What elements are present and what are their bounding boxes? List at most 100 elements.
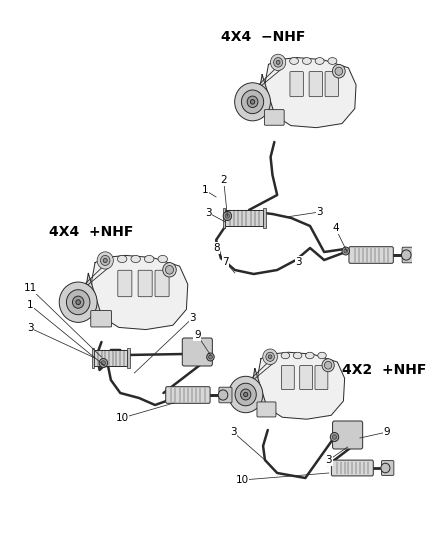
- Circle shape: [341, 247, 349, 255]
- Circle shape: [332, 64, 344, 78]
- Bar: [127, 348, 130, 368]
- FancyBboxPatch shape: [314, 366, 327, 390]
- Circle shape: [72, 296, 84, 308]
- Ellipse shape: [317, 352, 325, 359]
- Polygon shape: [92, 255, 187, 329]
- Text: 3: 3: [189, 313, 195, 323]
- FancyBboxPatch shape: [91, 311, 111, 327]
- Polygon shape: [81, 273, 102, 317]
- Bar: [222, 208, 225, 228]
- Text: 2: 2: [220, 175, 226, 185]
- Ellipse shape: [280, 352, 289, 359]
- FancyBboxPatch shape: [308, 71, 322, 96]
- Text: 3: 3: [229, 427, 236, 437]
- FancyBboxPatch shape: [331, 460, 372, 476]
- FancyBboxPatch shape: [381, 461, 393, 475]
- Circle shape: [265, 352, 274, 361]
- Circle shape: [100, 255, 110, 265]
- Circle shape: [101, 361, 105, 365]
- FancyBboxPatch shape: [264, 110, 283, 125]
- Text: 1: 1: [201, 185, 208, 195]
- Circle shape: [162, 263, 176, 277]
- Text: 1: 1: [27, 300, 33, 310]
- Ellipse shape: [293, 352, 301, 359]
- Circle shape: [225, 214, 229, 218]
- Text: 3: 3: [27, 323, 33, 333]
- Circle shape: [99, 359, 107, 367]
- Bar: [94, 350, 127, 366]
- Text: 3: 3: [315, 207, 322, 217]
- FancyBboxPatch shape: [256, 402, 276, 417]
- FancyBboxPatch shape: [219, 387, 231, 403]
- Polygon shape: [255, 75, 274, 116]
- Circle shape: [76, 300, 80, 305]
- Text: 4: 4: [332, 223, 338, 233]
- FancyBboxPatch shape: [182, 338, 212, 366]
- Ellipse shape: [158, 255, 167, 263]
- Text: 3: 3: [205, 208, 212, 218]
- Circle shape: [273, 58, 282, 67]
- Circle shape: [380, 463, 389, 473]
- Circle shape: [59, 282, 97, 322]
- Circle shape: [240, 389, 250, 400]
- Circle shape: [324, 361, 331, 369]
- FancyBboxPatch shape: [401, 247, 414, 263]
- Bar: [262, 208, 265, 228]
- Text: 7: 7: [222, 257, 228, 267]
- Circle shape: [241, 90, 263, 114]
- Ellipse shape: [327, 58, 336, 64]
- Text: 9: 9: [383, 427, 389, 437]
- Circle shape: [329, 432, 338, 441]
- Ellipse shape: [289, 58, 298, 64]
- Circle shape: [223, 212, 231, 221]
- FancyBboxPatch shape: [348, 247, 392, 263]
- Circle shape: [247, 96, 258, 108]
- Circle shape: [228, 376, 262, 413]
- Polygon shape: [248, 368, 266, 408]
- Circle shape: [66, 290, 90, 314]
- Circle shape: [332, 435, 336, 439]
- Text: 3: 3: [325, 455, 332, 465]
- FancyBboxPatch shape: [138, 270, 152, 297]
- Circle shape: [208, 355, 212, 359]
- Circle shape: [262, 349, 277, 365]
- Ellipse shape: [144, 255, 154, 263]
- FancyBboxPatch shape: [299, 366, 312, 390]
- Circle shape: [334, 67, 342, 75]
- Circle shape: [97, 252, 113, 269]
- Ellipse shape: [305, 352, 313, 359]
- Ellipse shape: [131, 255, 140, 263]
- Circle shape: [270, 54, 285, 70]
- Bar: [225, 210, 262, 226]
- FancyBboxPatch shape: [289, 71, 303, 96]
- Circle shape: [276, 60, 279, 64]
- Ellipse shape: [117, 255, 127, 263]
- Text: 4X4  −NHF: 4X4 −NHF: [220, 30, 304, 44]
- Polygon shape: [265, 58, 355, 127]
- Text: 8: 8: [212, 243, 219, 253]
- Bar: [92, 348, 94, 368]
- Circle shape: [235, 383, 256, 406]
- Circle shape: [343, 249, 347, 253]
- Circle shape: [206, 353, 214, 361]
- Circle shape: [401, 250, 410, 260]
- Circle shape: [250, 100, 254, 104]
- Text: 9: 9: [194, 330, 200, 340]
- Circle shape: [165, 265, 173, 274]
- Ellipse shape: [302, 58, 311, 64]
- Text: 11: 11: [23, 283, 37, 293]
- Text: 10: 10: [235, 475, 248, 485]
- Text: 3: 3: [295, 257, 301, 267]
- Circle shape: [218, 390, 227, 400]
- FancyBboxPatch shape: [281, 366, 293, 390]
- Circle shape: [321, 359, 333, 372]
- Circle shape: [103, 259, 107, 263]
- FancyBboxPatch shape: [155, 270, 169, 297]
- Polygon shape: [257, 352, 344, 419]
- FancyBboxPatch shape: [325, 71, 338, 96]
- FancyBboxPatch shape: [117, 270, 131, 297]
- Circle shape: [234, 83, 270, 121]
- FancyBboxPatch shape: [166, 387, 210, 403]
- Circle shape: [268, 355, 271, 359]
- FancyBboxPatch shape: [332, 421, 362, 449]
